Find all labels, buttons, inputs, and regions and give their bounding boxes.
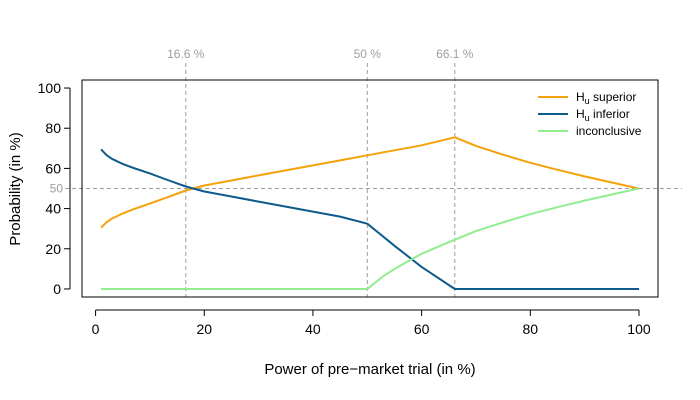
x-tick-label: 20 [196,321,212,337]
legend-label-rest: inferior [590,107,630,121]
ref-line-label: 66.1 % [436,47,474,61]
legend-label-subscript: u [585,96,590,106]
x-axis-title: Power of pre−market trial (in %) [264,361,475,378]
ref-line-label: 16.6 % [167,47,205,61]
series-line [101,187,640,290]
x-tick-label: 100 [627,321,651,337]
series-lines [100,136,640,290]
y-tick-label: 80 [45,120,61,136]
y-axis-title: Probability (in %) [7,132,24,245]
y-axis: 0 20 40 60 80 100 [38,80,71,297]
legend-label-main: H [576,107,585,121]
series-line [100,136,640,229]
legend-label-main: H [576,90,585,104]
x-tick-label: 60 [414,321,430,337]
legend-label-rest: superior [590,90,637,104]
ref-line-label: 50 [50,182,64,196]
x-axis: 0 20 40 60 80 100 [92,309,651,337]
y-tick-label: 100 [38,80,62,96]
plot-frame [81,79,659,298]
x-tick-label: 0 [92,321,100,337]
y-tick-label: 40 [45,201,61,217]
y-tick-label: 0 [53,281,61,297]
x-tick-label: 80 [523,321,539,337]
legend-label: Hu superior [576,90,636,106]
legend-label: Hu inferior [576,107,630,123]
y-tick-label: 20 [45,241,61,257]
legend-label: inconclusive [576,124,642,138]
y-tick-label: 60 [45,160,61,176]
reference-lines: 16.6 % 50 % 66.1 % 50 [50,47,682,297]
legend-label-subscript: u [585,113,590,123]
ref-line-label: 50 % [354,47,382,61]
legend-label-main: inconclusive [576,124,642,138]
x-tick-label: 40 [305,321,321,337]
series-line [100,148,639,290]
